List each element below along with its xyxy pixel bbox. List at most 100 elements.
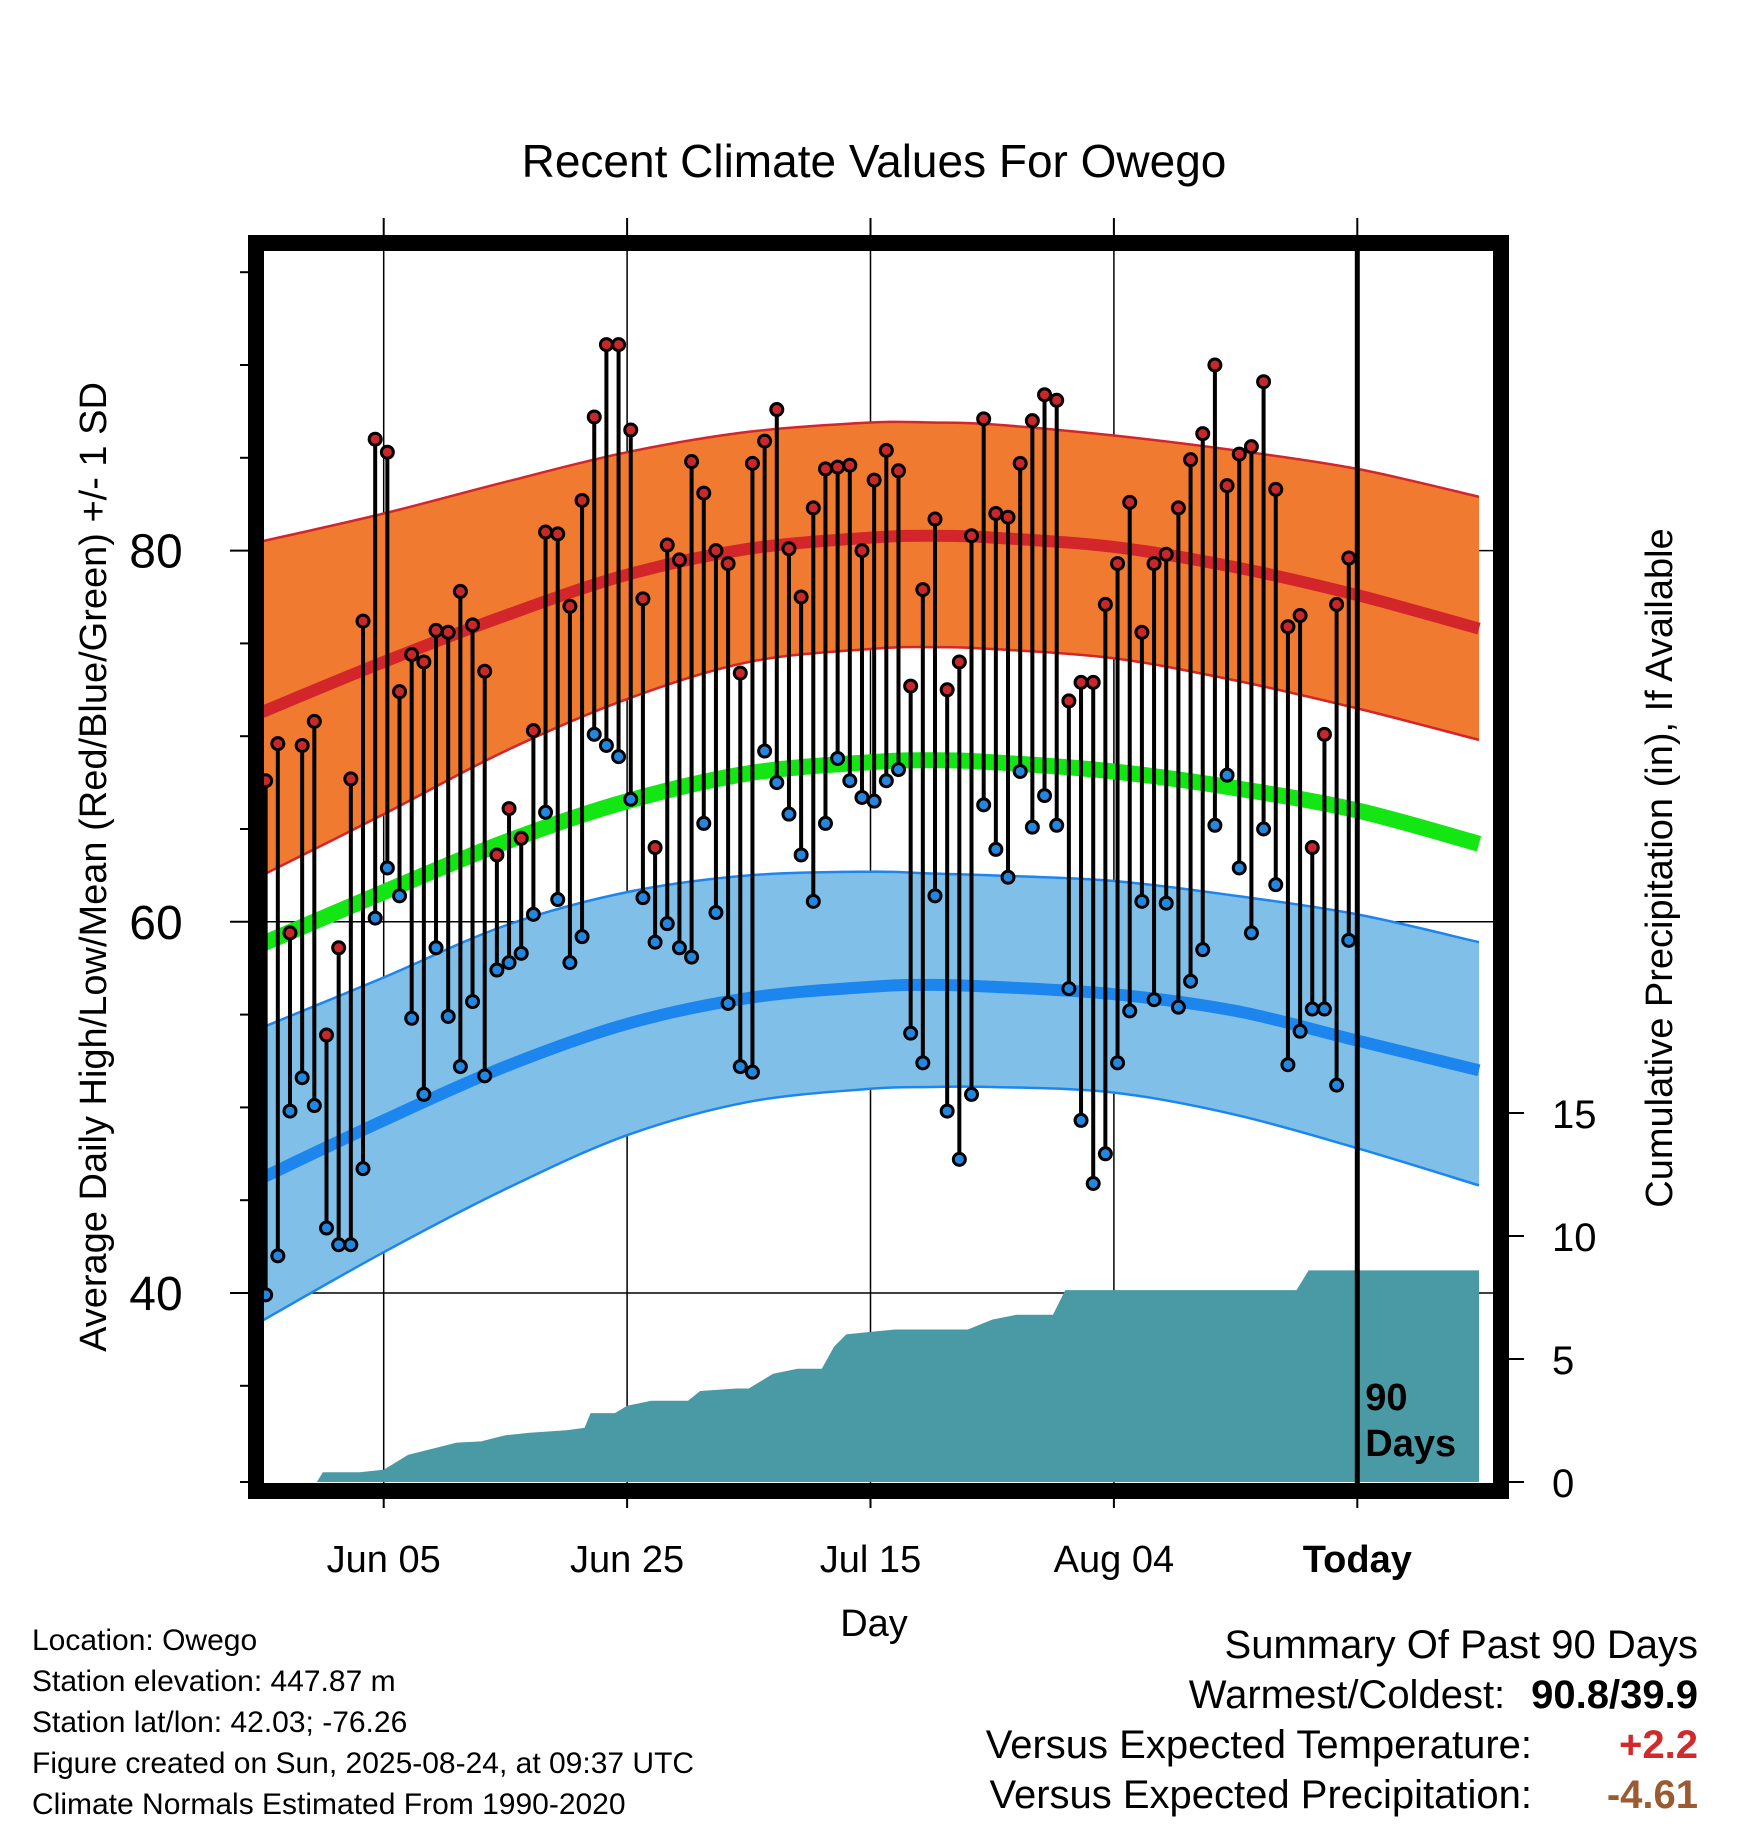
today-marker-group: 90 Days <box>1354 249 1456 1485</box>
high-point <box>489 847 505 863</box>
high-point <box>1146 556 1162 572</box>
high-point <box>1304 840 1320 856</box>
low-point <box>282 1103 298 1119</box>
high-point <box>465 617 481 633</box>
low-point <box>465 994 481 1010</box>
high-point <box>428 622 444 638</box>
high-point <box>598 337 614 353</box>
low-point <box>842 773 858 789</box>
low-point <box>744 1064 760 1080</box>
high-point <box>538 524 554 540</box>
high-point <box>878 442 894 458</box>
low-point <box>586 726 602 742</box>
high-point <box>1195 426 1211 442</box>
high-point <box>842 457 858 473</box>
low-point <box>769 775 785 791</box>
precip-tick-label: 10 <box>1552 1216 1597 1260</box>
low-point <box>574 929 590 945</box>
low-point <box>1170 999 1186 1015</box>
high-point <box>635 591 651 607</box>
high-point <box>392 684 408 700</box>
high-point <box>1097 596 1113 612</box>
low-point <box>379 860 395 876</box>
high-point <box>769 402 785 418</box>
precip-tick-label: 5 <box>1552 1339 1574 1383</box>
high-point <box>708 543 724 559</box>
x-tick-label: Aug 04 <box>1054 1539 1174 1581</box>
low-point <box>793 847 809 863</box>
x-tick-label: Today <box>1303 1539 1412 1581</box>
precip-vs-expected-label: Versus Expected Precipitation: <box>989 1773 1532 1817</box>
low-point <box>732 1059 748 1075</box>
high-point <box>1316 726 1332 742</box>
low-point <box>1341 932 1357 948</box>
high-point <box>793 589 809 605</box>
low-point <box>1158 895 1174 911</box>
low-point <box>538 804 554 820</box>
high-point <box>1000 509 1016 525</box>
y-tick-label: 60 <box>129 897 182 950</box>
daily-points <box>258 337 1357 1303</box>
high-point <box>270 736 286 752</box>
high-point <box>1170 500 1186 516</box>
x-axis-label: Day <box>840 1603 908 1645</box>
low-sd-band-lower-edge <box>262 1085 1480 1322</box>
low-sd-band-upper-edge <box>262 870 1480 1029</box>
low-point <box>331 1237 347 1253</box>
low-point <box>306 1098 322 1114</box>
low-point <box>1243 925 1259 941</box>
low-point <box>404 1010 420 1026</box>
high-point <box>854 543 870 559</box>
low-point <box>964 1086 980 1102</box>
today-days-number: 90 <box>1365 1377 1407 1419</box>
latlon-text: Station lat/lon: 42.03; -76.26 <box>32 1706 408 1739</box>
temp-vs-expected-label: Versus Expected Temperature: <box>985 1723 1532 1767</box>
low-point <box>830 750 846 766</box>
high-point <box>404 647 420 663</box>
low-point <box>878 773 894 789</box>
low-point <box>1304 1001 1320 1017</box>
high-point <box>440 624 456 640</box>
high-point <box>757 433 773 449</box>
low-point <box>428 940 444 956</box>
high-point <box>501 801 517 817</box>
high-point <box>927 511 943 527</box>
high-point <box>1110 556 1126 572</box>
high-point <box>1061 693 1077 709</box>
created-text: Figure created on Sun, 2025-08-24, at 09… <box>32 1747 695 1780</box>
chart-title: Recent Climate Values For Owego <box>522 135 1227 187</box>
low-point <box>1316 1001 1332 1017</box>
high-point <box>659 537 675 553</box>
high-point <box>1158 546 1174 562</box>
low-point <box>635 890 651 906</box>
low-point <box>440 1008 456 1024</box>
y-axis-label-right: Cumulative Precipitation (in), If Availa… <box>1639 528 1681 1207</box>
high-point <box>866 472 882 488</box>
y-tick-label: 80 <box>129 526 182 579</box>
high-point <box>671 552 687 568</box>
y-tick-label: 40 <box>129 1268 182 1321</box>
high-point <box>781 541 797 557</box>
low-point <box>1073 1112 1089 1128</box>
low-point <box>817 815 833 831</box>
low-point <box>890 762 906 778</box>
elevation-text: Station elevation: 447.87 m <box>32 1665 396 1698</box>
precip-vs-expected-value: -4.61 <box>1606 1773 1698 1817</box>
low-point <box>319 1220 335 1236</box>
low-point <box>1134 893 1150 909</box>
low-point <box>708 905 724 921</box>
low-point <box>659 916 675 932</box>
high-point <box>1122 494 1138 510</box>
precip-area <box>262 1270 1479 1482</box>
low-point <box>1329 1077 1345 1093</box>
summary-precip-row: Versus Expected Precipitation: -4.61 <box>986 1770 1698 1820</box>
low-point <box>696 815 712 831</box>
low-point <box>927 888 943 904</box>
high-point <box>732 665 748 681</box>
high-point <box>805 500 821 516</box>
x-tick-label: Jun 05 <box>327 1539 441 1581</box>
low-point <box>416 1086 432 1102</box>
high-point <box>1280 619 1296 635</box>
y-axis-left: 40 60 80 <box>129 271 248 1483</box>
